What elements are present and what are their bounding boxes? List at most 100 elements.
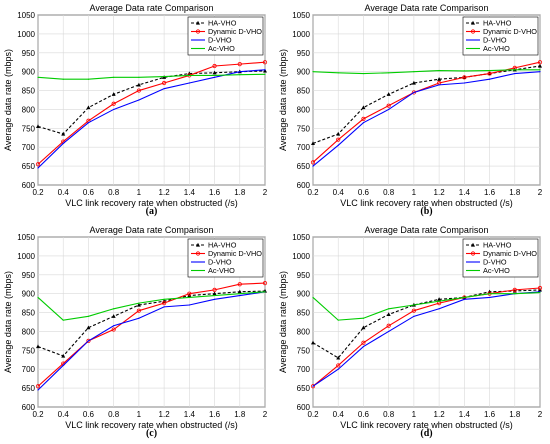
data-point <box>310 160 316 165</box>
line-chart: 0.2 0.4 0.6 0.8 1 1.2 1.4 1.6 1.8 2 600 650 700 750 80… <box>278 3 543 217</box>
data-point <box>311 340 315 345</box>
y-tick-label: 1000 <box>292 252 310 261</box>
data-point <box>386 103 391 108</box>
y-tick-label: 650 <box>22 384 36 393</box>
data-point <box>188 304 190 306</box>
data-point <box>212 63 217 69</box>
data-point <box>538 63 542 68</box>
series-line <box>37 290 266 357</box>
y-tick-label: 700 <box>22 365 36 374</box>
y-tick-label: 600 <box>297 181 311 190</box>
data-point <box>413 71 415 73</box>
x-tick-label: 1.6 <box>209 188 221 197</box>
x-tick-label: 1 <box>137 410 142 419</box>
y-tick-label: 900 <box>22 68 36 77</box>
chart-title: Average Data rate Comparison <box>90 225 214 235</box>
data-point <box>336 137 341 142</box>
data-point <box>411 80 416 85</box>
data-point <box>388 308 390 310</box>
y-tick-label: 600 <box>22 403 36 412</box>
panel-caption: (c) <box>146 428 157 439</box>
x-tick-label: 0.8 <box>108 188 120 197</box>
data-point <box>388 108 390 111</box>
data-point <box>111 92 116 96</box>
data-point <box>213 76 216 78</box>
x-tick-label: 1.2 <box>434 410 446 419</box>
x-tick-label: 1.4 <box>184 410 196 419</box>
data-point <box>212 70 217 75</box>
data-point <box>337 72 339 74</box>
data-point <box>463 298 465 300</box>
data-point <box>462 75 467 80</box>
data-point <box>37 167 39 169</box>
series-line <box>312 69 540 75</box>
data-point <box>336 363 341 368</box>
series-ac-vho <box>312 69 541 75</box>
y-tick-label: 1050 <box>292 11 310 20</box>
y-tick-label: 1050 <box>292 233 310 242</box>
series-line <box>37 291 266 391</box>
chart-title: Average Data rate Comparison <box>365 3 489 13</box>
chart-panel-a: 0.2 0.4 0.6 0.8 1 1.2 1.4 1.6 1.8 2 600 650 700 750 80… <box>0 0 275 222</box>
legend-label: Ac-VHO <box>483 44 510 53</box>
legend-label: Ac-VHO <box>208 44 235 53</box>
y-axis-label: Average data rate (mbps) <box>278 271 288 373</box>
data-point <box>488 78 491 80</box>
line-chart: 0.2 0.4 0.6 0.8 1 1.2 1.4 1.6 1.8 2 600 650 700 750 80… <box>278 225 543 439</box>
data-point <box>386 312 391 317</box>
data-point <box>62 142 64 145</box>
data-point <box>336 355 341 360</box>
data-point <box>138 317 140 319</box>
data-point <box>136 302 141 307</box>
y-tick-label: 950 <box>297 49 311 58</box>
y-axis-label: Average data rate (mbps) <box>3 271 13 373</box>
data-point <box>487 71 492 76</box>
x-tick-label: 1 <box>412 188 417 197</box>
data-point <box>163 88 165 90</box>
data-point <box>136 82 141 87</box>
y-tick-label: 750 <box>22 124 36 133</box>
data-point <box>337 368 339 370</box>
y-tick-label: 950 <box>297 271 311 280</box>
legend-label: Dynamic D-VHO <box>208 27 262 36</box>
data-point <box>537 60 543 65</box>
data-point <box>61 353 66 358</box>
series-ac-vho <box>312 291 541 321</box>
x-tick-label: 1.4 <box>184 188 196 197</box>
y-tick-label: 900 <box>297 290 311 299</box>
x-tick-label: 0.8 <box>383 410 395 419</box>
y-tick-label: 1000 <box>17 30 35 39</box>
panel-caption: (b) <box>420 206 432 217</box>
data-point <box>188 296 190 299</box>
x-tick-label: 0.2 <box>307 188 319 197</box>
data-point <box>361 340 366 345</box>
data-point <box>264 69 266 71</box>
x-tick-label: 0.4 <box>333 410 345 419</box>
y-tick-label: 1050 <box>17 11 35 20</box>
series-d-vho <box>312 71 541 167</box>
y-tick-label: 950 <box>22 49 36 58</box>
y-tick-label: 650 <box>22 162 36 171</box>
data-point <box>237 282 242 287</box>
y-tick-label: 900 <box>22 290 36 299</box>
data-point <box>239 74 241 76</box>
x-tick-label: 1.8 <box>509 188 521 197</box>
x-tick-label: 1.6 <box>484 188 496 197</box>
data-point <box>361 325 366 330</box>
x-tick-label: 2 <box>538 410 543 419</box>
data-point <box>312 71 314 73</box>
chart-panel-b: 0.2 0.4 0.6 0.8 1 1.2 1.4 1.6 1.8 2 600 650 700 750 80… <box>275 0 550 222</box>
data-point <box>438 308 440 310</box>
data-point <box>539 291 541 294</box>
data-point <box>87 78 90 80</box>
legend-label: D-VHO <box>483 258 507 267</box>
y-tick-label: 650 <box>297 162 311 171</box>
series-line <box>312 287 541 387</box>
data-point <box>312 296 314 299</box>
data-point <box>239 293 241 295</box>
data-point <box>113 108 115 111</box>
legend-marker <box>196 20 200 25</box>
x-tick-label: 1.4 <box>459 410 471 419</box>
